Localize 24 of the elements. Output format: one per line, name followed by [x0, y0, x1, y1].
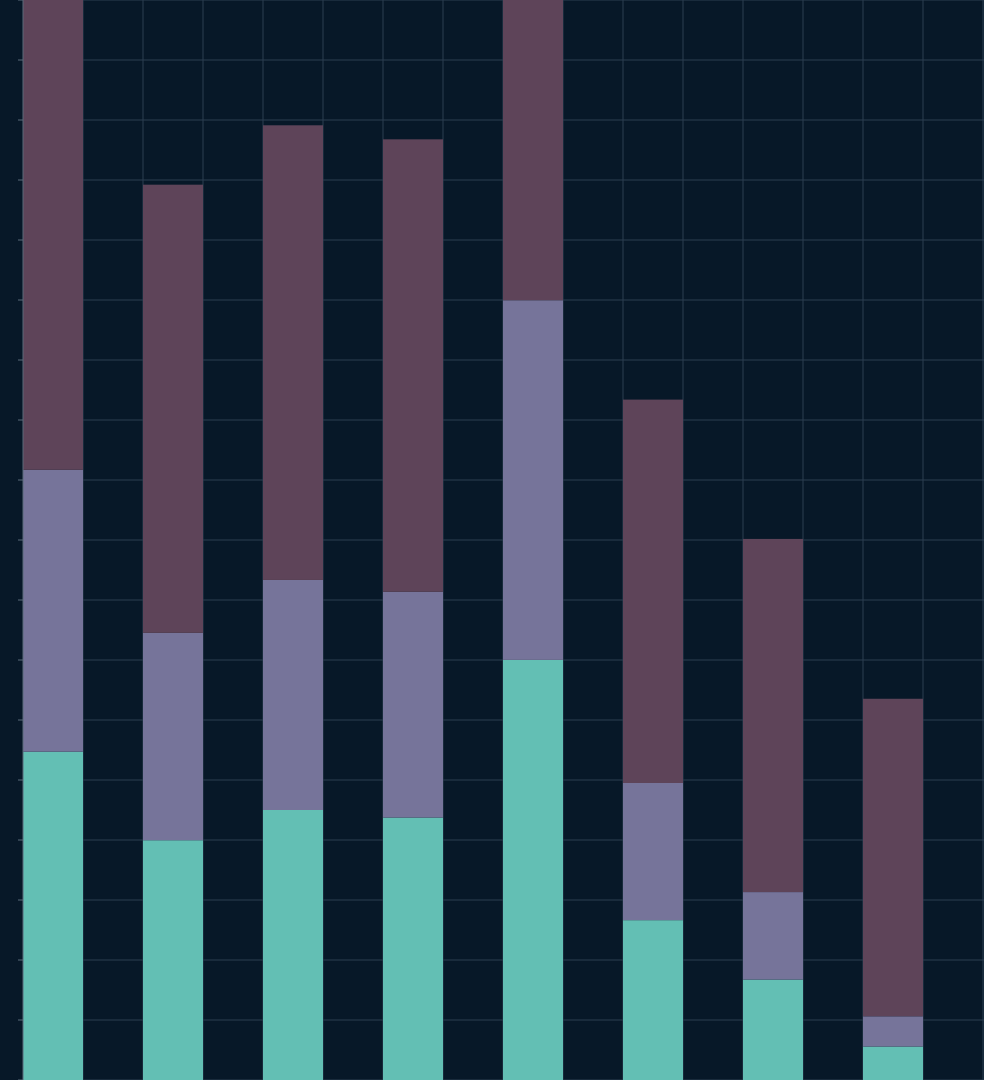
bar	[143, 632, 203, 841]
bar	[623, 783, 683, 921]
bar	[23, 469, 83, 752]
bar	[863, 1016, 923, 1047]
bar	[383, 139, 443, 592]
bar	[263, 579, 323, 810]
bar	[143, 840, 203, 1080]
bar	[743, 892, 803, 980]
bar	[263, 810, 323, 1080]
bar	[623, 399, 683, 783]
bar	[863, 698, 923, 1017]
bar	[503, 659, 563, 1080]
bar	[23, 0, 83, 470]
bar	[863, 1046, 923, 1080]
bar	[743, 979, 803, 1080]
bar	[383, 591, 443, 818]
bar	[743, 538, 803, 893]
bar	[143, 184, 203, 633]
bar	[623, 920, 683, 1080]
bar	[503, 0, 563, 301]
bar	[263, 125, 323, 580]
bar	[503, 300, 563, 660]
bar	[23, 751, 83, 1080]
bar	[383, 817, 443, 1080]
